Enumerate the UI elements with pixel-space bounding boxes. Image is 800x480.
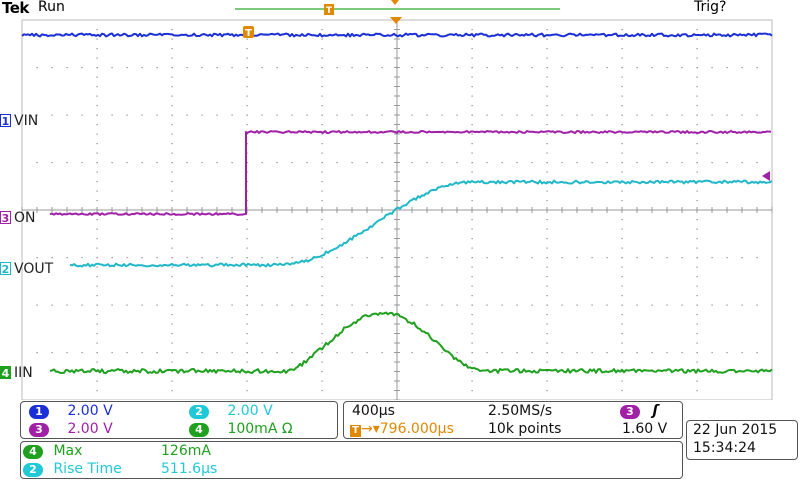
measurement-max[interactable]: 4 Max bbox=[23, 443, 82, 459]
measurement-rise-time[interactable]: 2 Rise Time bbox=[23, 461, 122, 477]
ch2-scale[interactable]: 2 2.00 V bbox=[189, 403, 273, 419]
vertical-settings-panel[interactable]: 1 2.00 V 2 2.00 V 3 2.00 V 4 100mA Ω bbox=[20, 401, 338, 439]
rising-edge-icon: ʃ bbox=[652, 403, 658, 419]
ch2-trace bbox=[70, 181, 772, 267]
trigger-delay[interactable]: T →▾796.000µs bbox=[350, 421, 454, 437]
horizontal-settings-panel[interactable]: 400µs 2.50MS/s T →▾796.000µs 10k points 3… bbox=[343, 401, 683, 439]
ch3-badge: 3 bbox=[0, 211, 11, 224]
trigger-level[interactable]: 1.60 V bbox=[622, 421, 667, 437]
ch3-scale[interactable]: 3 2.00 V bbox=[29, 421, 113, 437]
ch2-badge: 2 bbox=[0, 262, 11, 275]
measurement-rise-time-value: 511.6µs bbox=[161, 461, 217, 477]
ch4-scale[interactable]: 4 100mA Ω bbox=[189, 421, 293, 437]
delay-t-icon: T bbox=[350, 425, 361, 437]
svg-text:T: T bbox=[245, 28, 252, 39]
measurements-panel[interactable]: 4 Max 126mA 2 Rise Time 511.6µs bbox=[20, 441, 683, 479]
ch1-badge: 1 bbox=[0, 114, 11, 127]
ch4-label: 4 IIN bbox=[0, 362, 33, 381]
date: 22 Jun 2015 bbox=[693, 422, 777, 438]
graticule bbox=[22, 20, 772, 400]
trigger-source[interactable]: 3 ʃ bbox=[620, 403, 658, 419]
ch3-trace bbox=[50, 131, 771, 215]
trigger-level-marker-icon bbox=[762, 171, 770, 181]
ch2-label: 2 VOUT bbox=[0, 258, 53, 277]
ch3-label: 3 ON bbox=[0, 207, 36, 226]
waveform-display[interactable]: T bbox=[0, 0, 800, 400]
time: 15:34:24 bbox=[693, 440, 756, 456]
clock-panel: 22 Jun 2015 15:34:24 bbox=[686, 420, 798, 460]
record-length: 10k points bbox=[488, 421, 561, 437]
ch1-label: 1 VIN bbox=[0, 110, 38, 129]
ch4-trace bbox=[50, 313, 772, 373]
timebase[interactable]: 400µs bbox=[352, 403, 395, 419]
measurement-max-value: 126mA bbox=[161, 443, 211, 459]
ch1-scale[interactable]: 1 2.00 V bbox=[29, 403, 113, 419]
sample-rate: 2.50MS/s bbox=[488, 403, 552, 419]
ch4-badge: 4 bbox=[0, 366, 11, 379]
